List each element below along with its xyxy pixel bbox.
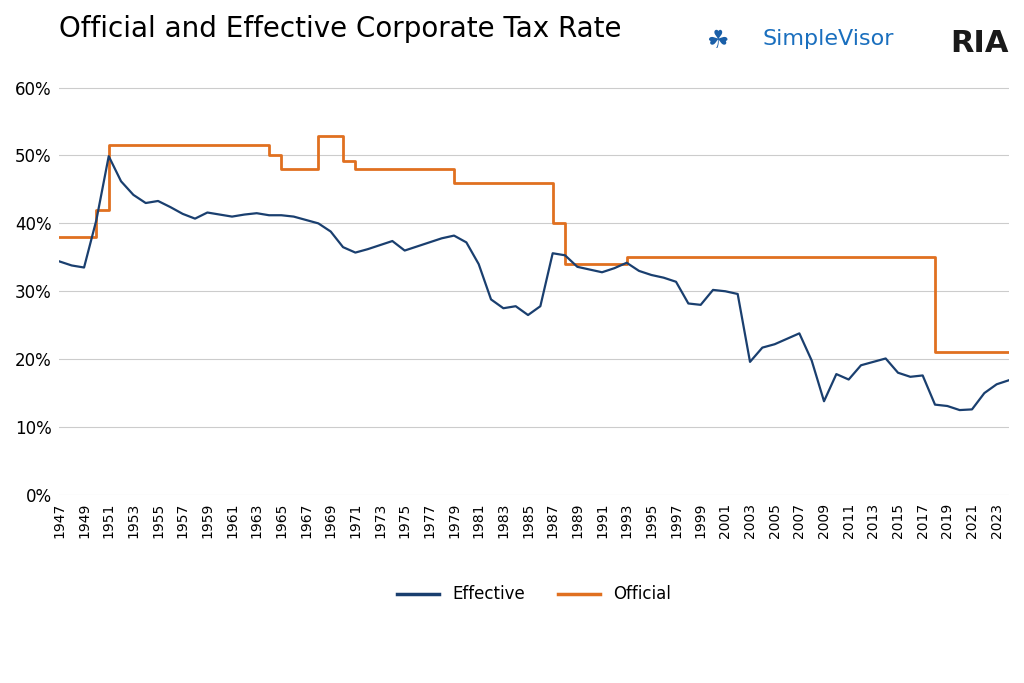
Text: RIA: RIA: [950, 29, 1009, 59]
Text: SimpleVisor: SimpleVisor: [762, 29, 894, 49]
Legend: Effective, Official: Effective, Official: [390, 579, 678, 610]
Text: ☘: ☘: [707, 29, 729, 53]
Text: Official and Effective Corporate Tax Rate: Official and Effective Corporate Tax Rat…: [59, 15, 622, 43]
